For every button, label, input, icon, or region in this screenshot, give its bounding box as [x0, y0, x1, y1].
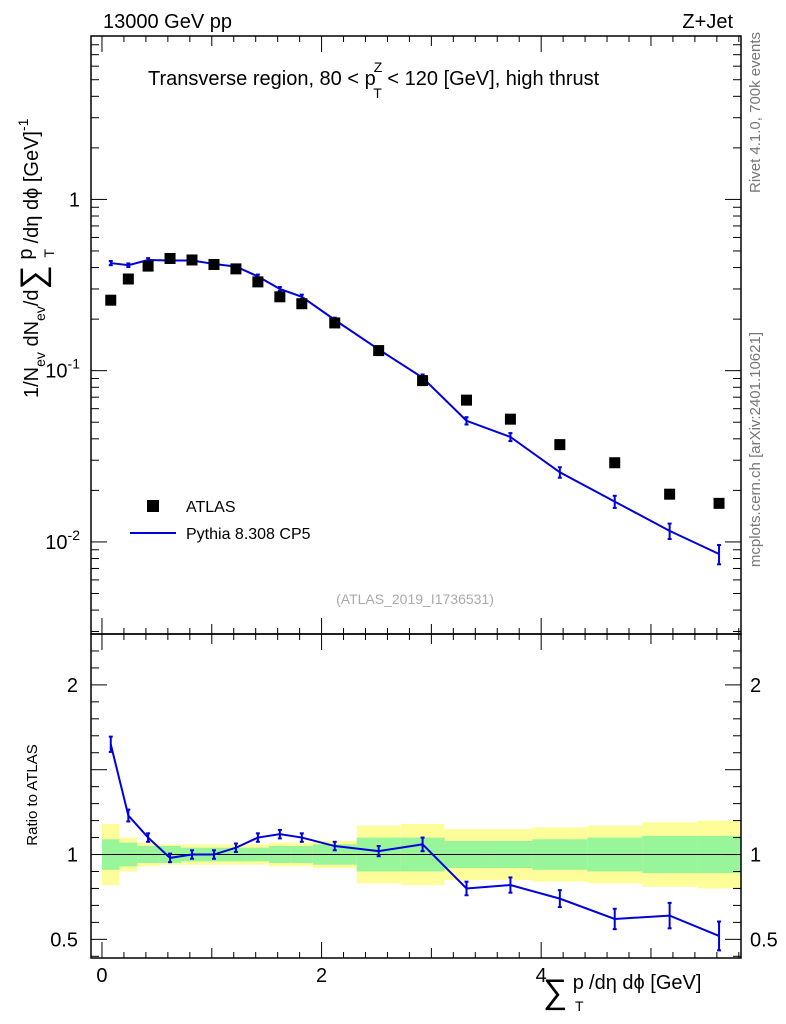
ratio-y-tick-label-left: 2 — [67, 675, 78, 697]
atlas-data-point — [274, 291, 286, 303]
x-tick-label: 4 — [536, 965, 547, 987]
x-label-sum: ∑ — [543, 973, 567, 1011]
atlas-data-point — [417, 375, 429, 387]
atlas-data-point — [164, 252, 176, 264]
x-label-sub: T — [575, 998, 584, 1014]
rivet-label: Rivet 4.1.0, 700k events — [747, 32, 764, 193]
atlas-data-point — [504, 413, 516, 425]
main-y-tick-label: 1 — [69, 189, 80, 211]
atlas-data-point — [609, 457, 621, 469]
atlas-data-point — [186, 254, 198, 266]
x-label-part2: /dη dϕ [GeV] — [584, 972, 702, 994]
atlas-data-point — [373, 345, 385, 357]
y-label-part3: /d — [21, 289, 43, 306]
atlas-data-point — [105, 294, 117, 306]
atlas-data-point — [296, 298, 308, 310]
atlas-data-point — [252, 276, 264, 288]
y-label-sup: -1 — [15, 118, 31, 131]
atlas-data-point — [461, 394, 473, 406]
plot-title-main: Transverse region, 80 < p — [148, 68, 376, 90]
header-right-label: Z+Jet — [682, 11, 733, 33]
plot-title-sup: Z — [374, 59, 383, 75]
ratio-y-axis-label: Ratio to ATLAS — [24, 744, 41, 845]
y-label-sub1: ev — [32, 352, 48, 367]
ratio-y-tick-label-left: 0.5 — [50, 929, 78, 951]
legend-atlas-label: ATLAS — [186, 499, 236, 516]
main-y-tick-base: 10 — [45, 361, 67, 383]
x-tick-label: 0 — [96, 965, 107, 987]
main-frame — [90, 35, 742, 635]
x-tick-label: 2 — [316, 965, 327, 987]
svg-text:1/Nev dNev/d∑ pT /dη dϕ [GeV]: 1/Nev dNev/d∑ pT /dη dϕ [GeV]-1 — [14, 118, 57, 398]
y-label-part5: /dη dϕ [GeV] — [21, 131, 43, 249]
atlas-data-point — [713, 497, 725, 509]
analysis-watermark: (ATLAS_2019_I1736531) — [336, 591, 494, 607]
main-panel — [105, 252, 725, 566]
ratio-frame — [90, 633, 742, 959]
main-y-tick-exponent: -2 — [68, 527, 81, 543]
header-left-label: 13000 GeV pp — [103, 11, 232, 33]
mcplots-label: mcplots.cern.ch [arXiv:2401.10621] — [747, 332, 764, 567]
atlas-data-point — [554, 439, 566, 451]
atlas-data-point — [208, 258, 220, 270]
y-label-sub2: ev — [32, 306, 48, 321]
ratio-y-tick-label-left: 1 — [67, 845, 78, 867]
atlas-data-point — [329, 317, 341, 329]
atlas-data-point — [122, 273, 134, 285]
ratio-y-tick-label-right: 0.5 — [750, 929, 778, 951]
atlas-data-point — [142, 260, 154, 272]
main-y-tick-label: 10-1 — [45, 356, 80, 383]
legend-atlas-marker — [147, 500, 159, 512]
main-y-tick-label: 10-2 — [45, 527, 80, 554]
ratio-y-tick-label-right: 2 — [750, 675, 761, 697]
plot-title-suffix: < 120 [GeV], high thrust — [382, 68, 600, 90]
legend-mc-label: Pythia 8.308 CP5 — [186, 526, 311, 543]
y-label-part4: p — [15, 249, 37, 266]
y-label-sum: ∑ — [14, 265, 52, 289]
plot-title: Transverse region, 80 < pZ T < 120 [GeV],… — [148, 59, 600, 101]
y-label-sub4: T — [41, 249, 57, 258]
main-y-tick-exponent: -1 — [68, 356, 81, 372]
atlas-data-point — [664, 488, 676, 500]
ratio-y-tick-label-right: 1 — [750, 845, 761, 867]
x-label-part1: p — [567, 972, 584, 994]
y-label-part2: dN — [21, 321, 43, 352]
legend: ATLAS Pythia 8.308 CP5 — [130, 499, 311, 543]
main-y-tick-base: 10 — [45, 532, 67, 554]
ratio-panel — [91, 735, 741, 952]
atlas-data-point — [230, 263, 242, 275]
plot-title-sub: T — [373, 85, 382, 101]
y-label-part1: 1/N — [21, 367, 43, 398]
